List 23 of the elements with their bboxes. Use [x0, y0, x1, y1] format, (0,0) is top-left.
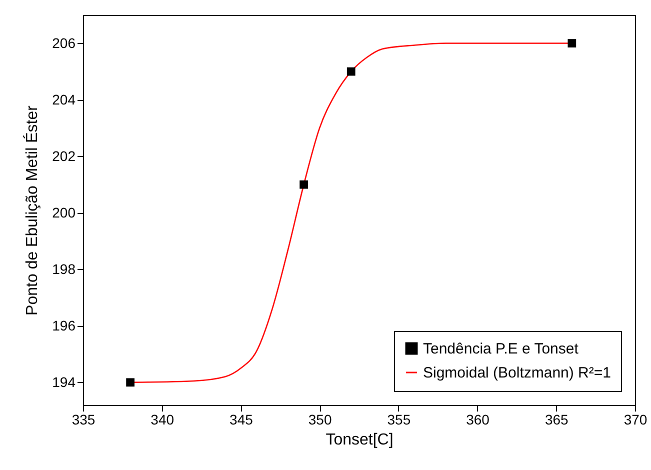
y-tick-label: 206	[52, 34, 76, 51]
x-axis-title: Tonset[C]	[326, 432, 394, 448]
point	[346, 67, 356, 76]
x-tick-label: 350	[308, 412, 332, 428]
x-tick-label: 360	[466, 412, 490, 428]
point	[300, 180, 308, 189]
x-tick-label: 370	[624, 412, 648, 428]
y-tick-label: 196	[52, 317, 76, 334]
y-axis-title: Ponto de Ebulição Metil Éster	[23, 104, 42, 316]
legend-label: Tendência P.E e Tonset	[423, 340, 580, 358]
point	[568, 39, 576, 48]
x-tick-label: 340	[150, 412, 174, 428]
y-tick-label: 202	[52, 148, 76, 164]
x-tick-label: 345	[230, 412, 254, 428]
x-tick-label: 355	[387, 412, 411, 428]
x-tick-label: 365	[544, 412, 569, 428]
y-tick-label: 204	[52, 91, 76, 108]
x-tick-label: 335	[72, 412, 96, 428]
legend-label: Sigmoidal (Boltzmann) R²=1	[423, 364, 611, 382]
y-tick-label: 194	[52, 374, 76, 390]
point	[126, 378, 134, 387]
y-tick-label: 198	[52, 260, 76, 277]
y-tick-label: 200	[52, 204, 76, 220]
